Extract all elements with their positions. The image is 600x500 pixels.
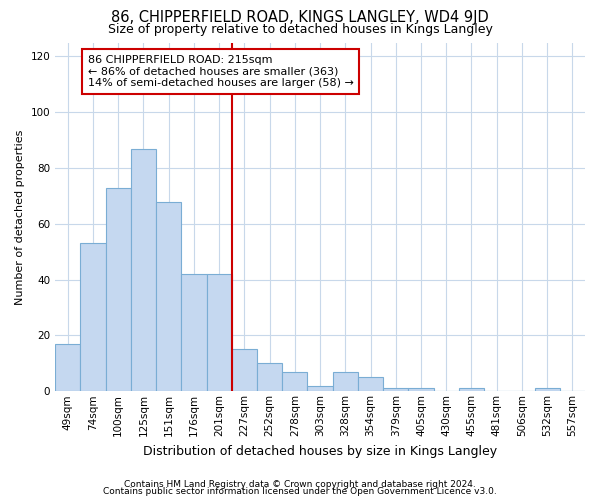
Bar [80,244,106,392]
Bar [307,386,332,392]
Bar [206,274,232,392]
Bar [232,350,257,392]
Bar [257,364,282,392]
Bar [106,188,131,392]
Bar [181,274,206,392]
Bar [55,344,80,392]
Bar [282,372,307,392]
Bar [535,388,560,392]
Bar [358,378,383,392]
Y-axis label: Number of detached properties: Number of detached properties [15,129,25,304]
Text: Contains public sector information licensed under the Open Government Licence v3: Contains public sector information licen… [103,488,497,496]
Text: Size of property relative to detached houses in Kings Langley: Size of property relative to detached ho… [107,22,493,36]
Bar [156,202,181,392]
Bar [459,388,484,392]
Bar [131,148,156,392]
Bar [332,372,358,392]
Text: 86, CHIPPERFIELD ROAD, KINGS LANGLEY, WD4 9JD: 86, CHIPPERFIELD ROAD, KINGS LANGLEY, WD… [111,10,489,25]
X-axis label: Distribution of detached houses by size in Kings Langley: Distribution of detached houses by size … [143,444,497,458]
Text: 86 CHIPPERFIELD ROAD: 215sqm
← 86% of detached houses are smaller (363)
14% of s: 86 CHIPPERFIELD ROAD: 215sqm ← 86% of de… [88,55,354,88]
Bar [409,388,434,392]
Bar [383,388,409,392]
Text: Contains HM Land Registry data © Crown copyright and database right 2024.: Contains HM Land Registry data © Crown c… [124,480,476,489]
